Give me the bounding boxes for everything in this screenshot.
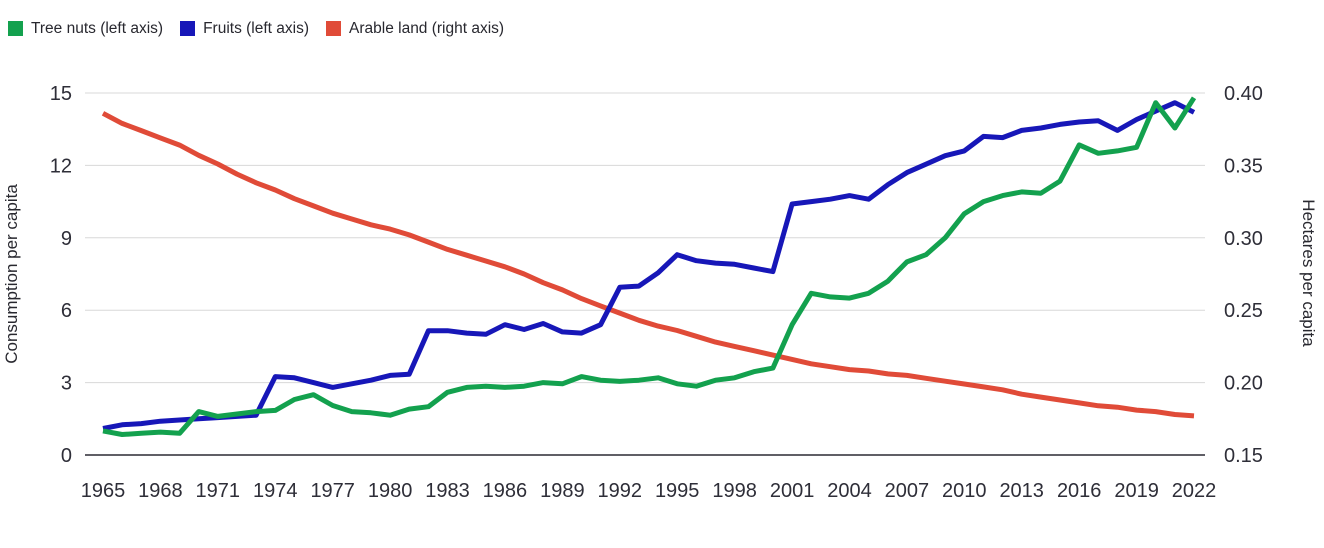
- x-axis-tick-label: 1980: [368, 480, 413, 502]
- legend-item-tree-nuts: Tree nuts (left axis): [8, 20, 163, 37]
- x-axis-tick-label: 1977: [310, 480, 355, 502]
- right-axis-tick-label: 0.25: [1224, 300, 1263, 322]
- x-axis-tick-label: 1971: [196, 480, 241, 502]
- right-axis-tick-label: 0.35: [1224, 155, 1263, 177]
- legend-item-fruits: Fruits (left axis): [180, 20, 309, 37]
- right-axis-title: Hectares per capita: [1299, 199, 1318, 347]
- x-axis-tick-label: 1998: [712, 480, 757, 502]
- x-axis-tick-label: 2019: [1114, 480, 1159, 502]
- grid-layer: [85, 92, 1205, 456]
- right-axis-tick-label: 0.20: [1224, 373, 1263, 395]
- right-axis-tick-label: 0.40: [1224, 83, 1263, 105]
- left-axis-tick-label: 15: [50, 83, 72, 105]
- x-axis-tick-label: 1995: [655, 480, 700, 502]
- x-axis-tick-label: 2001: [770, 480, 815, 502]
- left-axis-tick-label: 0: [61, 445, 72, 467]
- x-axis-tick-label: 1986: [483, 480, 528, 502]
- legend-label: Tree nuts (left axis): [31, 20, 164, 37]
- legend: Tree nuts (left axis) Fruits (left axis)…: [8, 20, 504, 37]
- x-axis-tick-label: 1989: [540, 480, 585, 502]
- series-line-tree-nuts: [102, 96, 1197, 437]
- legend-label: Arable land (right axis): [349, 20, 505, 37]
- left-axis-tick-label: 3: [61, 373, 72, 395]
- x-axis-tick-label: 1974: [253, 480, 298, 502]
- left-axis-tick-label: 6: [61, 300, 72, 322]
- arable-land-swatch-icon: [326, 21, 342, 36]
- left-axis-title: Consumption per capita: [2, 184, 21, 364]
- x-axis-tick-label: 1965: [81, 480, 126, 502]
- series-line-arable-land: [101, 111, 1195, 419]
- x-axis-tick-label: 2016: [1057, 480, 1102, 502]
- left-axis-tick-label: 12: [50, 155, 72, 177]
- axis-label-layer: 0 0.15 3 0.20 6 0.25 9 0.30 12 0.35 15 0.40 1965 1968…: [50, 83, 1263, 502]
- fruits-swatch-icon: [180, 21, 196, 36]
- right-axis-tick-label: 0.15: [1224, 445, 1263, 467]
- x-axis-tick-label: 1968: [138, 480, 183, 502]
- tree-nuts-swatch-icon: [8, 21, 23, 36]
- x-axis-tick-label: 2007: [885, 480, 930, 502]
- x-axis-tick-label: 2004: [827, 480, 872, 502]
- x-axis-tick-label: 1992: [598, 480, 643, 502]
- left-axis-tick-label: 9: [61, 228, 72, 250]
- x-axis-tick-label: 2010: [942, 480, 987, 502]
- x-axis-tick-label: 1983: [425, 480, 470, 502]
- series-layer: [101, 96, 1197, 437]
- series-line-fruits: [102, 100, 1196, 431]
- x-axis-tick-label: 2013: [999, 480, 1044, 502]
- right-axis-tick-label: 0.30: [1224, 228, 1263, 250]
- legend-label: Fruits (left axis): [203, 20, 310, 37]
- x-axis-tick-label: 2022: [1172, 480, 1217, 502]
- legend-item-arable-land: Arable land (right axis): [326, 20, 504, 37]
